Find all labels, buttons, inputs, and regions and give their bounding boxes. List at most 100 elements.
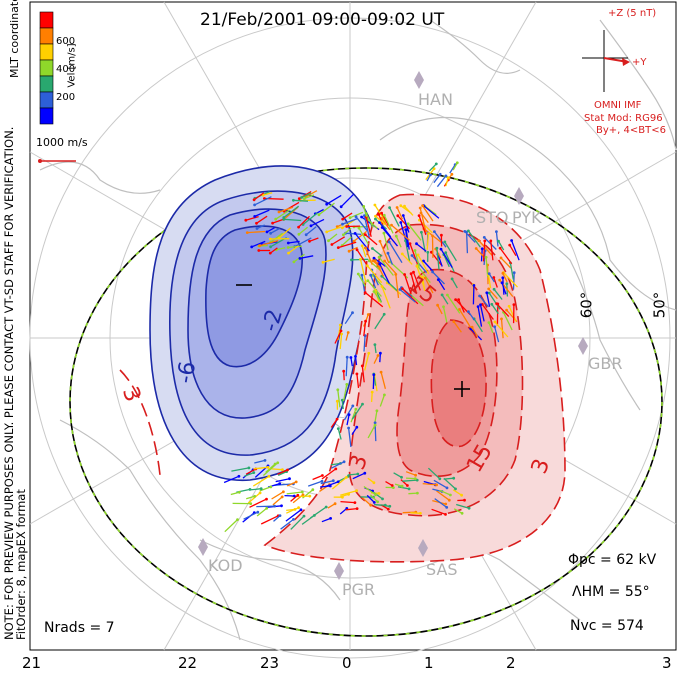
- velocity-vector: [337, 389, 341, 408]
- velocity-vector: [416, 265, 426, 290]
- velocity-vector-origin: [412, 270, 415, 274]
- velocity-vector-origin: [325, 230, 329, 234]
- velocity-vector-origin: [487, 291, 491, 295]
- velocity-vector: [247, 492, 261, 504]
- velocity-vector-origin: [417, 214, 421, 218]
- velocity-vector: [351, 426, 358, 435]
- velocity-vector: [322, 258, 335, 263]
- velocity-vector-origin: [340, 226, 344, 230]
- velocity-vector: [342, 227, 352, 236]
- velocity-vector: [361, 245, 367, 258]
- velocity-vector: [363, 206, 368, 218]
- velocity-vector: [273, 515, 281, 522]
- velocity-vector-origin: [479, 303, 482, 307]
- velocity-vector-origin: [415, 264, 419, 268]
- velocity-vector: [243, 511, 259, 520]
- velocity-vector: [270, 232, 283, 243]
- velocity-vector: [441, 294, 449, 305]
- velocity-vector: [286, 508, 296, 512]
- velocity-colorbar: [39, 11, 54, 125]
- velocity-vector: [363, 335, 366, 352]
- velocity-vector-origin: [388, 206, 391, 210]
- velocity-vector-origin: [416, 491, 419, 495]
- velocity-vector-origin: [404, 228, 408, 232]
- velocity-vector: [383, 232, 389, 251]
- velocity-vector: [401, 253, 413, 265]
- velocity-vector: [309, 237, 319, 242]
- velocity-vector: [423, 204, 440, 219]
- velocity-vector-origin: [345, 355, 349, 359]
- velocity-vector: [471, 326, 479, 338]
- velocity-vector-origin: [409, 272, 413, 276]
- velocity-vector: [331, 236, 346, 246]
- velocity-vector: [345, 507, 358, 511]
- velocity-vector: [387, 252, 394, 265]
- velocity-vector-origin: [431, 234, 434, 238]
- velocity-vector-origin: [360, 364, 364, 368]
- velocity-vector: [400, 479, 408, 486]
- velocity-vector: [347, 473, 358, 476]
- velocity-vector: [328, 233, 338, 242]
- velocity-vector: [350, 408, 357, 423]
- velocity-vector: [365, 216, 372, 237]
- velocity-vector-origin: [430, 250, 433, 254]
- velocity-vector-origin: [395, 206, 399, 209]
- velocity-vector-origin: [304, 233, 308, 237]
- velocity-vector: [378, 222, 392, 238]
- velocity-vector: [271, 491, 284, 500]
- latitude-label-50: 50°: [650, 291, 669, 319]
- velocity-vector: [343, 371, 345, 381]
- velocity-vector-origin: [474, 247, 478, 250]
- velocity-vector-origin: [311, 488, 315, 492]
- velocity-vector-origin: [501, 271, 505, 275]
- velocity-vector: [483, 250, 486, 266]
- velocity-vector-origin: [250, 245, 254, 249]
- velocity-vector: [259, 486, 272, 492]
- velocity-vector-origin: [487, 287, 491, 291]
- velocity-vector: [301, 192, 312, 199]
- velocity-vector-origin: [477, 239, 481, 243]
- velocity-vector-origin: [308, 239, 311, 243]
- velocity-vector: [410, 273, 418, 294]
- velocity-vector-origin: [257, 249, 261, 252]
- velocity-vector: [403, 274, 412, 295]
- velocity-vector-origin: [382, 312, 386, 316]
- velocity-vector: [318, 202, 335, 216]
- velocity-vector-origin: [296, 493, 300, 497]
- velocity-vector-origin: [422, 259, 425, 263]
- velocity-vector: [379, 394, 386, 407]
- velocity-vector: [487, 274, 492, 289]
- velocity-vector: [407, 223, 422, 241]
- velocity-vector: [416, 243, 427, 252]
- velocity-vector-origin: [336, 388, 340, 392]
- velocity-vector: [343, 405, 354, 421]
- velocity-vector-origin: [377, 255, 381, 259]
- station-han: HAN: [418, 90, 453, 109]
- velocity-vector-origin: [373, 421, 377, 425]
- velocity-vector: [436, 490, 450, 501]
- velocity-vector: [338, 241, 357, 249]
- velocity-vector: [418, 215, 427, 236]
- velocity-vector: [488, 288, 498, 300]
- velocity-vector: [342, 212, 353, 220]
- mlt-tick-label: 2: [506, 654, 516, 672]
- velocity-vector: [483, 236, 497, 250]
- velocity-vector-origin: [396, 214, 400, 218]
- velocity-vector: [404, 240, 411, 262]
- velocity-vector: [509, 262, 514, 280]
- velocity-vector-origin: [308, 494, 312, 498]
- velocity-vector: [437, 304, 443, 315]
- velocity-vector-origin: [355, 372, 359, 376]
- velocity-vector-origin: [286, 246, 290, 249]
- velocity-vector-origin: [347, 249, 351, 253]
- velocity-vector-origin: [256, 510, 260, 514]
- velocity-vector-origin: [373, 423, 377, 427]
- velocity-vector: [302, 212, 318, 226]
- velocity-vector: [358, 227, 369, 245]
- velocity-vector: [395, 274, 400, 298]
- velocity-vector-origin: [363, 233, 367, 237]
- velocity-vector-origin: [444, 251, 448, 255]
- velocity-vector-origin: [376, 354, 380, 357]
- velocity-vector-origin: [363, 291, 367, 294]
- velocity-vector-origin: [377, 213, 381, 216]
